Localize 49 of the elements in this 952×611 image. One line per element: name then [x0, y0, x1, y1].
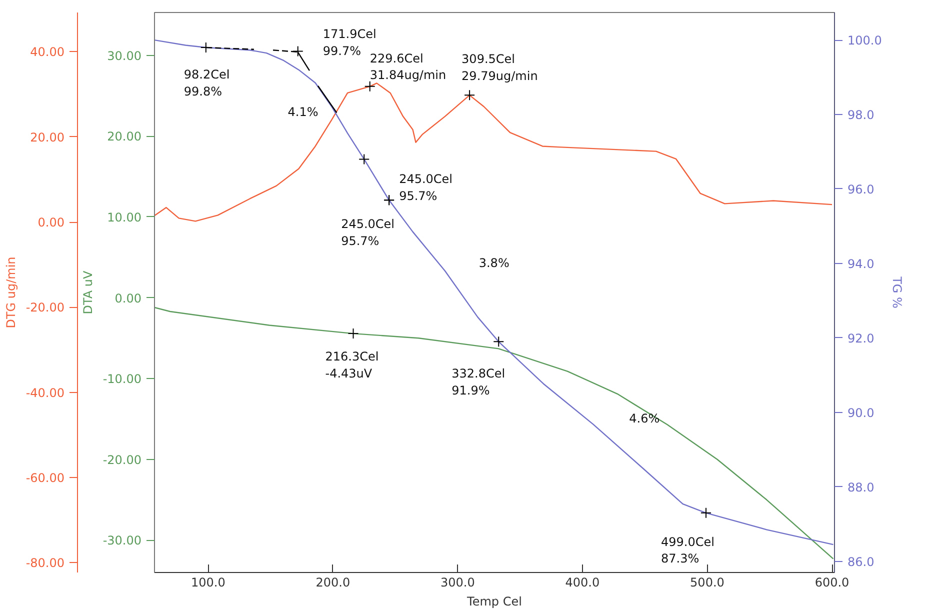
data-label: 216.3Cel -4.43uV — [325, 350, 379, 380]
y3-tick-label: 88.0 — [848, 480, 874, 494]
point — [292, 46, 304, 57]
y3-tick-label: 98.0 — [848, 108, 874, 122]
data-label: 98.2Cel 99.8% — [184, 68, 230, 98]
point — [200, 42, 212, 53]
y-tick-label: -20.00 — [102, 452, 142, 467]
data-label: 499.0Cel 87.3% — [660, 534, 714, 566]
y2-tick-label: 0.00 — [38, 216, 64, 230]
y2-tick-label: -40.00 — [26, 386, 65, 400]
line-series — [154, 39, 834, 546]
y3-tick-label: 94.0 — [848, 256, 874, 271]
data-label: 309.5Cel 29.79ug/min — [462, 52, 538, 83]
point — [700, 507, 712, 518]
y2-tick-label: -80.00 — [26, 556, 65, 570]
x-tick-label: 200.0 — [316, 576, 350, 590]
x-axis-title: Temp Cel — [466, 594, 522, 608]
y3-tick-label: 96.0 — [848, 182, 874, 196]
y2-tick-label: -60.00 — [26, 471, 65, 486]
x-tick-label: 400.0 — [565, 576, 600, 590]
y2-tick-label: -20.00 — [26, 300, 65, 315]
annotation: 4.1% — [288, 105, 318, 120]
y3-axis-title: TG % — [890, 276, 904, 308]
y3-tick-label: 86.0 — [848, 554, 874, 569]
y3-tick-label: 92.0 — [848, 331, 874, 346]
y-tick-label: -30.00 — [102, 534, 142, 548]
y3-tick-label: 100.0 — [848, 34, 882, 48]
data-label: 229.6Cel 31.84ug/min — [370, 51, 446, 82]
data-label: 245.0Cel 95.7% — [341, 217, 395, 248]
point — [358, 154, 370, 165]
x-tick-label: 300.0 — [440, 576, 475, 590]
y-tick-label: 30.00 — [107, 48, 142, 63]
annotation: 4.6% — [629, 412, 660, 426]
x-tick-label: 600.0 — [814, 576, 850, 590]
y3-tick-label: 90.0 — [848, 406, 874, 420]
data-label: 245.0Cel 95.7% — [399, 172, 453, 203]
x-tick-label: 500.0 — [690, 576, 724, 590]
y2-tick-label: 40.00 — [30, 45, 65, 60]
y-tick-label: 20.00 — [107, 130, 142, 144]
point — [493, 336, 504, 348]
data-label: 332.8Cel 91.9% — [452, 366, 506, 398]
y2-tick-label: 20.00 — [30, 130, 65, 144]
y-axis-title: DTA uV — [80, 270, 95, 314]
x-tick-label: 100.0 — [190, 576, 226, 590]
annotation: 3.8% — [478, 256, 510, 270]
y-tick-label: 0.00 — [114, 291, 142, 306]
y-tick-label: 10.00 — [107, 210, 142, 224]
y2-axis-title: DTG ug/min — [4, 256, 18, 328]
y-tick-label: -10.00 — [102, 372, 142, 386]
